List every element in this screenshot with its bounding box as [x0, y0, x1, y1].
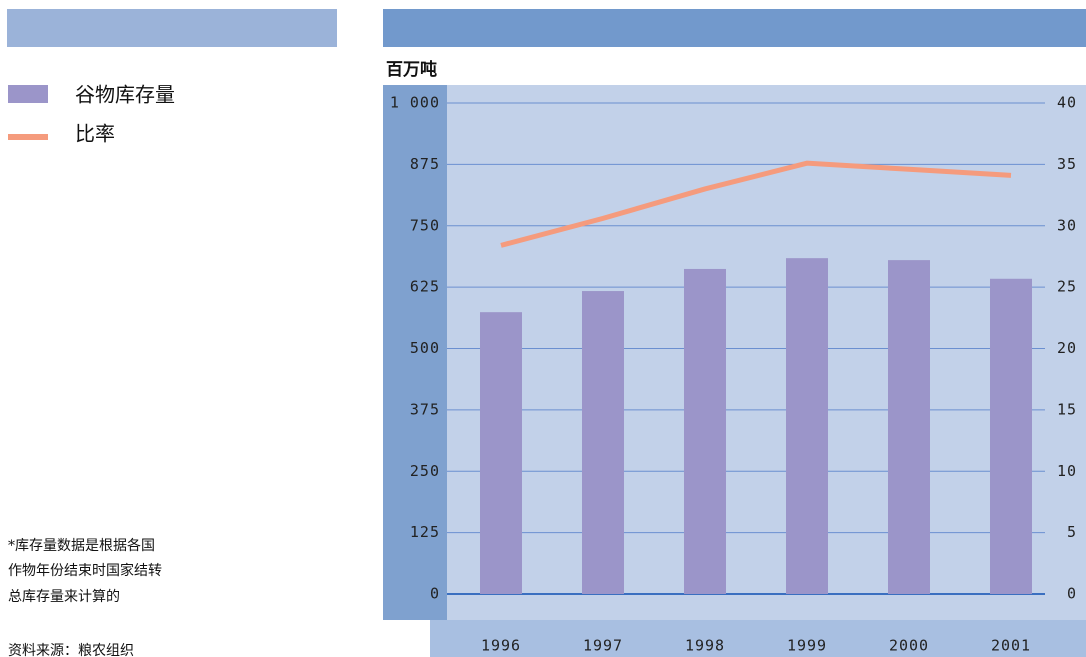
footnote: *库存量数据是根据各国 [8, 538, 155, 554]
legend-label: 谷物库存量 [75, 83, 175, 107]
bar [480, 312, 522, 594]
legend-swatch-line [8, 134, 48, 140]
source: 资料来源：粮农组织 [8, 643, 134, 657]
bar [786, 258, 828, 594]
line [500, 160, 1012, 248]
y-tick-label: 750 [410, 216, 440, 234]
x-tick-label: 1996 [481, 637, 521, 655]
footnote: 作物年份结束时国家结转 [8, 562, 162, 579]
y2-tick-label: 5 [1067, 523, 1077, 541]
y2-tick-label: 25 [1057, 278, 1077, 296]
y-tick-label: 250 [410, 462, 440, 480]
unit-label: 百万吨 [386, 59, 437, 80]
x-tick-label: 1999 [787, 637, 827, 655]
y2-tick-label: 20 [1057, 339, 1077, 357]
y2-tick-label: 30 [1057, 216, 1077, 234]
bar [684, 268, 726, 594]
footnote: 总库存量来计算的 [8, 589, 120, 605]
right-header-bar [383, 9, 1086, 47]
y-tick-label: 500 [410, 339, 440, 357]
x-tick-label: 2000 [889, 637, 929, 655]
y-tick-label: 875 [410, 155, 440, 173]
y2-tick-label: 10 [1057, 462, 1077, 480]
y-tick-label: 125 [410, 523, 440, 541]
legend-swatch-bar [8, 85, 48, 103]
y2-tick-label: 0 [1067, 585, 1077, 603]
y2-tick-label: 40 [1057, 94, 1077, 112]
bar [990, 278, 1032, 594]
x-tick-label: 1998 [685, 637, 725, 655]
bar [582, 291, 624, 594]
y-tick-label: 375 [410, 400, 440, 418]
bar [888, 260, 930, 594]
x-axis-strip [430, 620, 1086, 657]
y-tick-label: 625 [410, 278, 440, 296]
left-header-bar [7, 9, 337, 47]
y-tick-label: 0 [430, 585, 440, 603]
x-tick-label: 1997 [583, 637, 623, 655]
legend-label: 比率 [75, 122, 115, 146]
y2-tick-label: 15 [1057, 400, 1077, 418]
x-tick-label: 2001 [991, 637, 1031, 655]
y2-tick-label: 35 [1057, 155, 1077, 173]
y-tick-label: 1 000 [390, 94, 440, 112]
left-axis-strip [383, 85, 447, 620]
